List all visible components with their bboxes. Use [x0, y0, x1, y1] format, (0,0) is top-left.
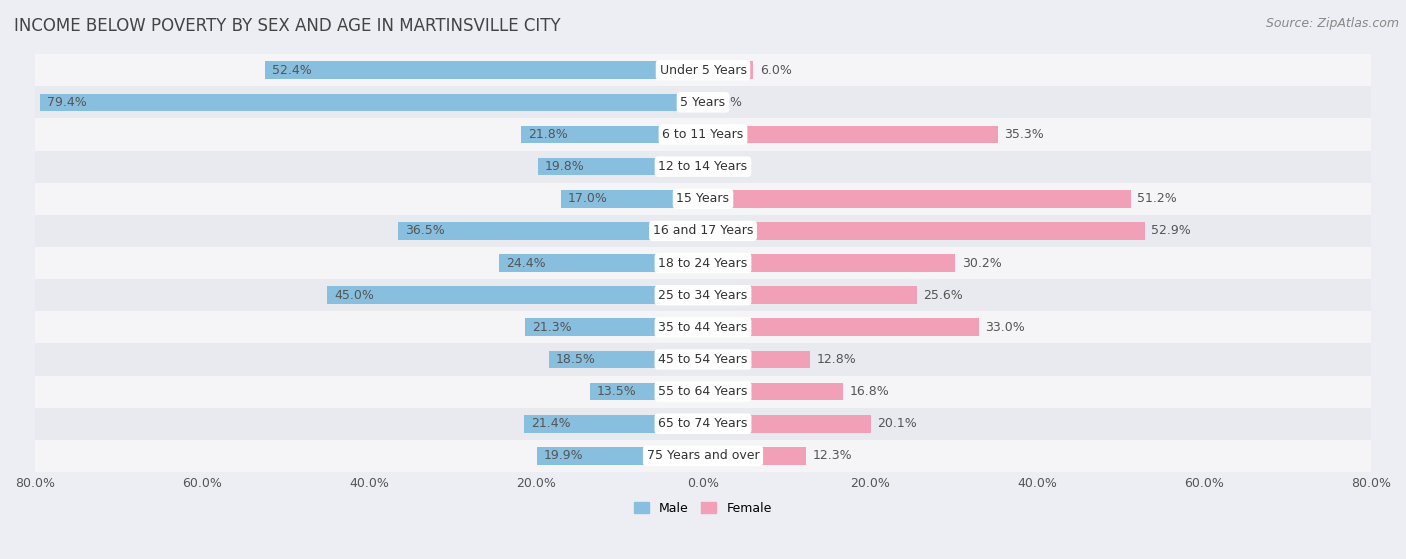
Bar: [703, 190, 1130, 207]
Text: 13.5%: 13.5%: [598, 385, 637, 398]
Text: 45.0%: 45.0%: [335, 288, 374, 302]
Bar: [548, 350, 703, 368]
Bar: [561, 190, 703, 207]
Bar: [35, 408, 1371, 440]
Text: 45 to 54 Years: 45 to 54 Years: [658, 353, 748, 366]
Text: 21.8%: 21.8%: [527, 128, 568, 141]
Bar: [537, 447, 703, 465]
Bar: [35, 150, 1371, 183]
Text: 25.6%: 25.6%: [924, 288, 963, 302]
Bar: [35, 279, 1371, 311]
Bar: [703, 350, 810, 368]
Text: 79.4%: 79.4%: [46, 96, 86, 109]
Text: 35.3%: 35.3%: [1004, 128, 1045, 141]
Bar: [39, 93, 703, 111]
Text: 24.4%: 24.4%: [506, 257, 546, 269]
Text: 18 to 24 Years: 18 to 24 Years: [658, 257, 748, 269]
Bar: [703, 286, 917, 304]
Text: 75 Years and over: 75 Years and over: [647, 449, 759, 462]
Bar: [499, 254, 703, 272]
Bar: [35, 247, 1371, 279]
Bar: [35, 376, 1371, 408]
Bar: [266, 61, 703, 79]
Legend: Male, Female: Male, Female: [630, 497, 776, 520]
Text: 19.9%: 19.9%: [544, 449, 583, 462]
Bar: [398, 222, 703, 240]
Text: 17.0%: 17.0%: [568, 192, 607, 205]
Text: INCOME BELOW POVERTY BY SEX AND AGE IN MARTINSVILLE CITY: INCOME BELOW POVERTY BY SEX AND AGE IN M…: [14, 17, 561, 35]
Text: 52.4%: 52.4%: [273, 64, 312, 77]
Bar: [703, 222, 1144, 240]
Text: 35 to 44 Years: 35 to 44 Years: [658, 321, 748, 334]
Bar: [703, 447, 806, 465]
Bar: [524, 415, 703, 433]
Bar: [703, 319, 979, 336]
Bar: [35, 119, 1371, 150]
Text: 12.3%: 12.3%: [813, 449, 852, 462]
Text: 0.0%: 0.0%: [710, 96, 742, 109]
Text: 16 and 17 Years: 16 and 17 Years: [652, 224, 754, 238]
Text: 25 to 34 Years: 25 to 34 Years: [658, 288, 748, 302]
Bar: [703, 415, 870, 433]
Text: 52.9%: 52.9%: [1152, 224, 1191, 238]
Bar: [526, 319, 703, 336]
Text: 20.1%: 20.1%: [877, 417, 917, 430]
Text: 65 to 74 Years: 65 to 74 Years: [658, 417, 748, 430]
Bar: [35, 54, 1371, 86]
Text: 5 Years: 5 Years: [681, 96, 725, 109]
Text: 6 to 11 Years: 6 to 11 Years: [662, 128, 744, 141]
Text: 15 Years: 15 Years: [676, 192, 730, 205]
Bar: [703, 254, 955, 272]
Text: Under 5 Years: Under 5 Years: [659, 64, 747, 77]
Bar: [35, 343, 1371, 376]
Bar: [35, 440, 1371, 472]
Text: 51.2%: 51.2%: [1137, 192, 1177, 205]
Bar: [703, 126, 998, 143]
Text: 12.8%: 12.8%: [817, 353, 856, 366]
Text: 36.5%: 36.5%: [405, 224, 444, 238]
Bar: [522, 126, 703, 143]
Bar: [35, 215, 1371, 247]
Text: 16.8%: 16.8%: [851, 385, 890, 398]
Bar: [703, 61, 754, 79]
Text: 21.4%: 21.4%: [531, 417, 571, 430]
Bar: [537, 158, 703, 176]
Text: 33.0%: 33.0%: [986, 321, 1025, 334]
Bar: [35, 311, 1371, 343]
Text: 6.0%: 6.0%: [759, 64, 792, 77]
Text: 12 to 14 Years: 12 to 14 Years: [658, 160, 748, 173]
Text: 18.5%: 18.5%: [555, 353, 595, 366]
Text: 21.3%: 21.3%: [531, 321, 571, 334]
Bar: [591, 383, 703, 400]
Bar: [35, 86, 1371, 119]
Text: 55 to 64 Years: 55 to 64 Years: [658, 385, 748, 398]
Text: 0.0%: 0.0%: [710, 160, 742, 173]
Text: Source: ZipAtlas.com: Source: ZipAtlas.com: [1265, 17, 1399, 30]
Bar: [703, 383, 844, 400]
Bar: [328, 286, 703, 304]
Bar: [35, 183, 1371, 215]
Text: 30.2%: 30.2%: [962, 257, 1001, 269]
Text: 19.8%: 19.8%: [544, 160, 583, 173]
